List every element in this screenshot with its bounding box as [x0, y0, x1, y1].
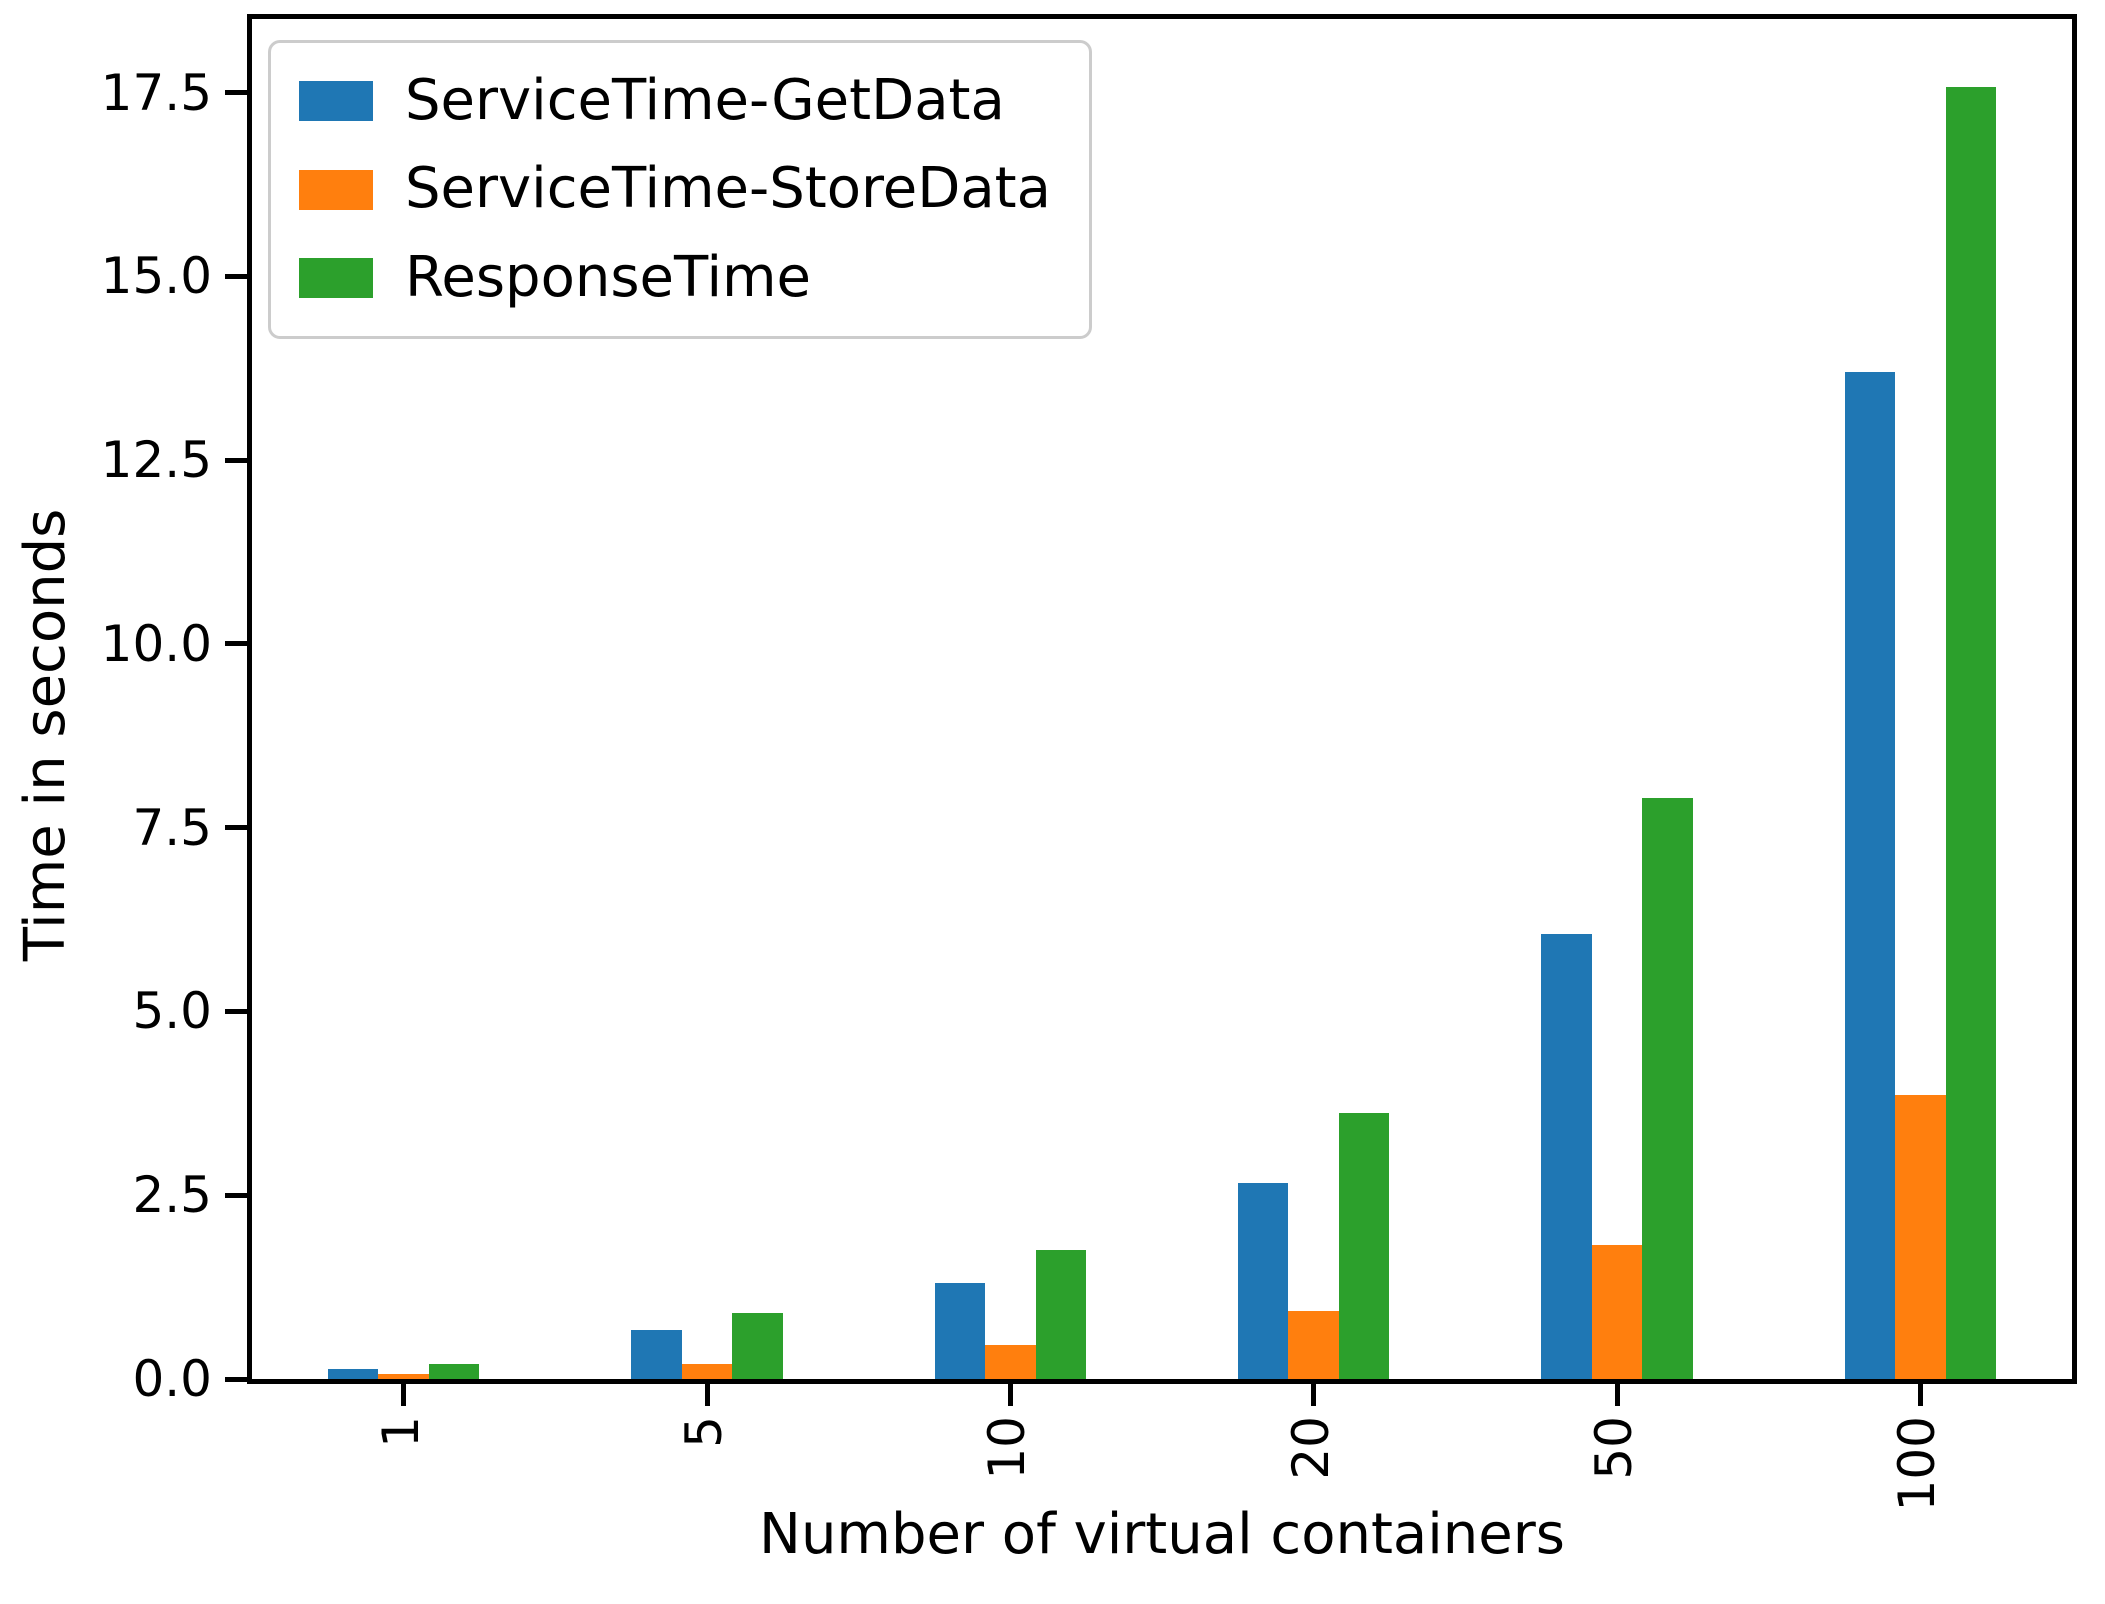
bar: [681, 1364, 733, 1379]
bar: [1945, 87, 1997, 1379]
x-tick-mark: [704, 1384, 710, 1406]
bar: [378, 1373, 429, 1379]
y-tick-label: 5.0: [132, 982, 212, 1041]
x-tick-label: 50: [1585, 1416, 1643, 1480]
legend-item: ServiceTime-StoreData: [299, 156, 1051, 222]
bar: [934, 1283, 986, 1379]
y-tick-label: 15.0: [100, 247, 212, 306]
y-tick-label: 12.5: [100, 431, 212, 490]
legend-label: ResponseTime: [405, 244, 811, 310]
y-tick-label: 2.5: [132, 1166, 212, 1225]
y-tick-mark: [225, 273, 247, 279]
x-tick-mark: [1007, 1384, 1013, 1406]
y-tick-label: 17.5: [100, 63, 212, 122]
x-tick-label: 5: [675, 1416, 733, 1448]
y-tick-mark: [225, 1192, 247, 1198]
x-tick-label: 10: [978, 1416, 1037, 1480]
bar: [631, 1329, 682, 1379]
bar: [1844, 371, 1896, 1379]
plot-inner: [252, 19, 2072, 1379]
x-tick-mark: [401, 1384, 407, 1406]
bar: [1895, 1094, 1946, 1379]
x-tick-mark: [1917, 1384, 1923, 1406]
x-tick-label: 20: [1281, 1416, 1340, 1480]
y-tick-mark: [225, 825, 247, 831]
y-tick-mark: [225, 457, 247, 463]
x-tick-label: 100: [1888, 1416, 1947, 1512]
bar: [985, 1345, 1036, 1379]
y-tick-label: 0.0: [132, 1350, 212, 1408]
legend-swatch: [299, 257, 373, 298]
bar: [1237, 1182, 1289, 1379]
legend-item: ResponseTime: [299, 244, 1051, 310]
bar: [1035, 1249, 1087, 1379]
x-axis-title: Number of virtual containers: [759, 1502, 1565, 1567]
bar: [428, 1364, 480, 1379]
y-tick-label: 10.0: [100, 614, 212, 673]
y-axis-title: Time in seconds: [13, 508, 78, 962]
bar: [1338, 1112, 1390, 1379]
y-tick-mark: [225, 1376, 247, 1382]
legend-item: ServiceTime-GetData: [299, 68, 1051, 133]
bar: [1288, 1310, 1339, 1379]
legend-swatch: [299, 81, 373, 122]
bar: [1642, 798, 1693, 1379]
bar: [327, 1369, 379, 1379]
x-tick-label: 1: [371, 1416, 430, 1448]
legend-label: ServiceTime-GetData: [405, 68, 1005, 133]
bar: [1591, 1245, 1643, 1379]
bar: [732, 1312, 783, 1379]
y-tick-label: 7.5: [132, 798, 212, 857]
x-tick-mark: [1311, 1384, 1317, 1406]
legend-label: ServiceTime-StoreData: [405, 156, 1051, 222]
legend: ServiceTime-GetData ServiceTime-StoreData…: [268, 40, 1092, 340]
legend-swatch: [299, 169, 373, 210]
bar: [1541, 934, 1592, 1379]
y-tick-mark: [225, 90, 247, 95]
y-tick-mark: [225, 641, 247, 647]
x-tick-mark: [1614, 1384, 1620, 1406]
y-tick-mark: [225, 1008, 247, 1014]
